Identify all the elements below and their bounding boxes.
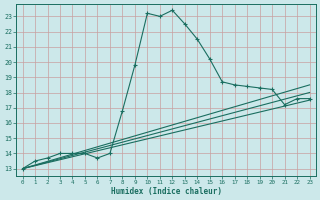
X-axis label: Humidex (Indice chaleur): Humidex (Indice chaleur) <box>111 187 221 196</box>
